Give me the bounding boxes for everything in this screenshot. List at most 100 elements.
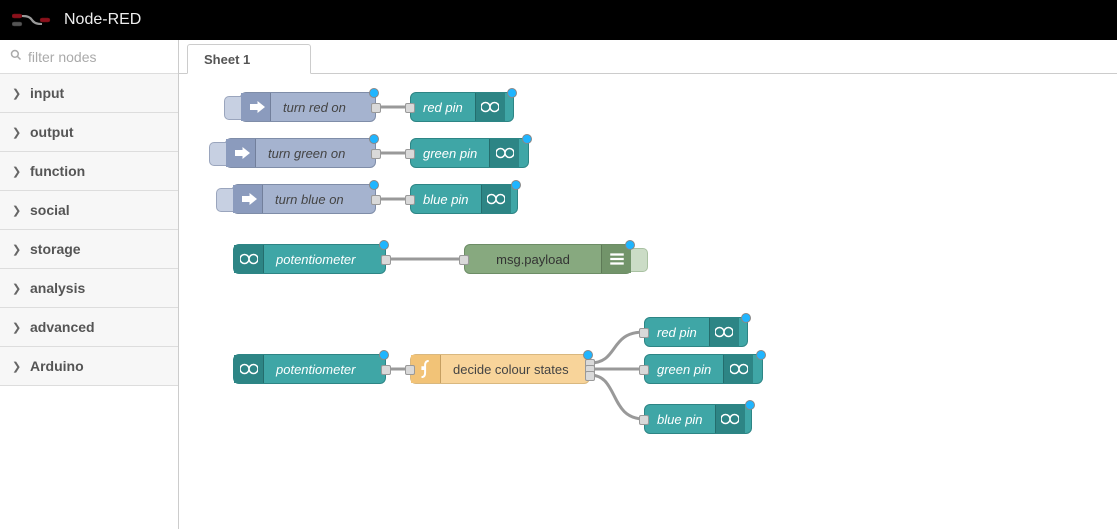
filter-nodes-input[interactable]	[28, 49, 168, 65]
inject-button[interactable]	[224, 96, 241, 120]
node-inject-green[interactable]: turn green on	[225, 138, 376, 168]
node-label: turn blue on	[263, 185, 356, 213]
port-input[interactable]	[459, 255, 469, 265]
port-output[interactable]	[371, 103, 381, 113]
inject-button[interactable]	[209, 142, 226, 166]
port-output[interactable]	[585, 371, 595, 381]
port-output[interactable]	[371, 149, 381, 159]
status-dot-icon	[379, 350, 389, 360]
category-label: function	[30, 163, 85, 179]
category-label: storage	[30, 241, 81, 257]
node-inject-red[interactable]: turn red on	[240, 92, 376, 122]
node-label: decide colour states	[441, 355, 581, 383]
palette-category-advanced[interactable]: ❯ advanced	[0, 308, 178, 347]
arduino-icon	[234, 355, 264, 383]
category-label: input	[30, 85, 64, 101]
node-arduino-in-pot2[interactable]: potentiometer	[233, 354, 386, 384]
function-icon	[411, 355, 441, 383]
palette-sidebar: ❯ input ❯ output ❯ function ❯ social ❯ s…	[0, 40, 179, 529]
node-label: turn red on	[271, 93, 358, 121]
node-debug[interactable]: msg.payload	[464, 244, 632, 274]
status-dot-icon	[507, 88, 517, 98]
node-label: turn green on	[256, 139, 357, 167]
arduino-icon	[234, 245, 264, 273]
search-icon	[10, 49, 22, 64]
port-input[interactable]	[405, 103, 415, 113]
node-inject-blue[interactable]: turn blue on	[232, 184, 376, 214]
workspace: Sheet 1	[179, 40, 1117, 529]
palette-category-analysis[interactable]: ❯ analysis	[0, 269, 178, 308]
chevron-right-icon: ❯	[12, 321, 20, 334]
chevron-right-icon: ❯	[12, 360, 20, 373]
port-input[interactable]	[405, 149, 415, 159]
status-dot-icon	[756, 350, 766, 360]
app-logo	[12, 12, 52, 28]
inject-arrow-icon	[233, 185, 263, 213]
inject-arrow-icon	[241, 93, 271, 121]
palette-category-function[interactable]: ❯ function	[0, 152, 178, 191]
port-input[interactable]	[639, 328, 649, 338]
port-output[interactable]	[381, 255, 391, 265]
arduino-icon	[709, 318, 739, 346]
status-dot-icon	[745, 400, 755, 410]
node-function[interactable]: decide colour states	[410, 354, 590, 384]
arduino-icon	[715, 405, 745, 433]
chevron-right-icon: ❯	[12, 243, 20, 256]
inject-button[interactable]	[216, 188, 233, 212]
flow-canvas[interactable]: turn red on red pin turn green on	[179, 74, 1117, 529]
status-dot-icon	[511, 180, 521, 190]
tab-label: Sheet 1	[204, 52, 250, 67]
node-arduino-out-blue[interactable]: blue pin	[410, 184, 518, 214]
port-input[interactable]	[405, 195, 415, 205]
tab-sheet-1[interactable]: Sheet 1	[187, 44, 311, 74]
node-label: red pin	[645, 318, 709, 346]
palette-category-storage[interactable]: ❯ storage	[0, 230, 178, 269]
status-dot-icon	[522, 134, 532, 144]
node-label: red pin	[411, 93, 475, 121]
palette-category-social[interactable]: ❯ social	[0, 191, 178, 230]
chevron-right-icon: ❯	[12, 165, 20, 178]
node-label: potentiometer	[264, 245, 368, 273]
status-dot-icon	[369, 88, 379, 98]
chevron-right-icon: ❯	[12, 87, 20, 100]
filter-nodes-box[interactable]	[0, 40, 178, 74]
tabs-row: Sheet 1	[179, 40, 1117, 74]
node-label: blue pin	[411, 185, 481, 213]
port-output[interactable]	[371, 195, 381, 205]
node-arduino-out-green2[interactable]: green pin	[644, 354, 763, 384]
chevron-right-icon: ❯	[12, 282, 20, 295]
node-arduino-out-green[interactable]: green pin	[410, 138, 529, 168]
category-label: Arduino	[30, 358, 84, 374]
app-header: Node-RED	[0, 0, 1117, 40]
arduino-icon	[481, 185, 511, 213]
category-label: social	[30, 202, 70, 218]
node-arduino-out-blue2[interactable]: blue pin	[644, 404, 752, 434]
debug-toggle-button[interactable]	[631, 248, 648, 272]
status-dot-icon	[583, 350, 593, 360]
arduino-icon	[723, 355, 753, 383]
port-input[interactable]	[639, 415, 649, 425]
status-dot-icon	[625, 240, 635, 250]
port-output[interactable]	[381, 365, 391, 375]
category-label: analysis	[30, 280, 85, 296]
status-dot-icon	[379, 240, 389, 250]
palette-category-output[interactable]: ❯ output	[0, 113, 178, 152]
category-label: output	[30, 124, 74, 140]
port-input[interactable]	[639, 365, 649, 375]
node-label: blue pin	[645, 405, 715, 433]
palette-category-input[interactable]: ❯ input	[0, 74, 178, 113]
inject-arrow-icon	[226, 139, 256, 167]
node-label: potentiometer	[264, 355, 368, 383]
node-arduino-out-red2[interactable]: red pin	[644, 317, 748, 347]
node-label: green pin	[645, 355, 723, 383]
status-dot-icon	[741, 313, 751, 323]
arduino-icon	[489, 139, 519, 167]
palette-category-arduino[interactable]: ❯ Arduino	[0, 347, 178, 386]
port-input[interactable]	[405, 365, 415, 375]
status-dot-icon	[369, 134, 379, 144]
status-dot-icon	[369, 180, 379, 190]
node-arduino-out-red[interactable]: red pin	[410, 92, 514, 122]
chevron-right-icon: ❯	[12, 204, 20, 217]
app-title: Node-RED	[64, 11, 141, 29]
node-arduino-in-pot1[interactable]: potentiometer	[233, 244, 386, 274]
